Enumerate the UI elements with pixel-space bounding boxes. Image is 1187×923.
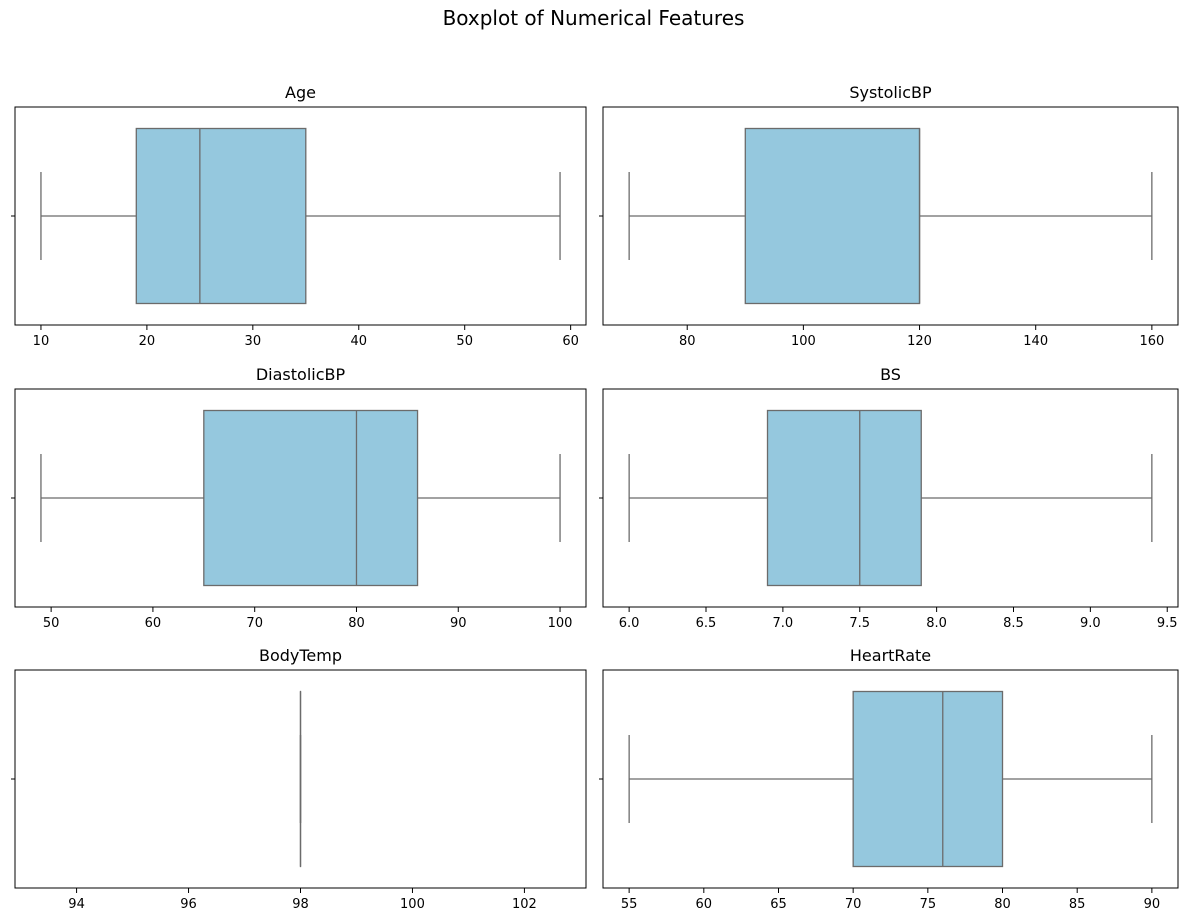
x-tick-label: 9.0 [1080, 616, 1101, 631]
subplot-heartrate: HeartRate 55 60 65 70 75 80 85 90 [599, 646, 1179, 912]
x-tick-label: 50 [43, 616, 60, 631]
x-tick-label: 60 [145, 616, 162, 631]
x-tick-label: 65 [770, 897, 787, 912]
x-tick-label: 40 [350, 334, 367, 349]
subplot-bs: BS 6.0 6.5 7.0 7.5 8.0 8.5 9.0 9.5 [599, 365, 1179, 631]
x-tick-label: 30 [245, 334, 262, 349]
x-tick-label: 60 [696, 897, 713, 912]
x-tick-label: 50 [456, 334, 473, 349]
iqr-box [203, 409, 419, 587]
subplot-bodytemp: BodyTemp 94 96 98 100 102 [11, 646, 587, 912]
x-tick-label: 90 [450, 616, 467, 631]
subplot-title: SystolicBP [849, 83, 932, 102]
x-tick-label: 90 [1144, 897, 1161, 912]
x-tick-label: 9.5 [1157, 616, 1178, 631]
subplot-title: HeartRate [850, 646, 931, 665]
x-tick-label: 100 [400, 897, 425, 912]
subplot-title: Age [285, 83, 316, 102]
x-tick-label: 100 [791, 334, 816, 349]
x-tick-label: 80 [348, 616, 365, 631]
x-tick-label: 70 [845, 897, 862, 912]
subplot-systolicbp: SystolicBP 80 100 120 140 160 [599, 83, 1179, 349]
x-tick-label: 100 [548, 616, 573, 631]
subplot-age: Age 10 20 30 40 50 60 [11, 83, 587, 349]
x-tick-label: 80 [679, 334, 696, 349]
x-tick-label: 7.5 [849, 616, 870, 631]
x-tick-label: 10 [33, 334, 50, 349]
x-tick-label: 120 [907, 334, 932, 349]
x-tick-label: 6.0 [619, 616, 640, 631]
subplot-title: BodyTemp [259, 646, 342, 665]
subplot-title: BS [880, 365, 901, 384]
iqr-box [766, 409, 922, 587]
x-tick-label: 160 [1139, 334, 1164, 349]
iqr-box [135, 127, 307, 305]
figure-title: Boxplot of Numerical Features [442, 6, 745, 30]
x-tick-label: 20 [139, 334, 156, 349]
x-tick-label: 7.0 [773, 616, 794, 631]
x-tick-label: 75 [920, 897, 937, 912]
x-tick-label: 85 [1069, 897, 1086, 912]
x-tick-label: 8.0 [926, 616, 947, 631]
x-tick-label: 70 [246, 616, 263, 631]
x-tick-label: 98 [292, 897, 309, 912]
x-tick-label: 6.5 [696, 616, 717, 631]
x-tick-label: 60 [562, 334, 579, 349]
x-tick-label: 96 [180, 897, 197, 912]
x-tick-label: 8.5 [1003, 616, 1024, 631]
subplot-diastolicbp: DiastolicBP 50 60 70 80 90 100 [11, 365, 587, 631]
x-tick-label: 140 [1023, 334, 1048, 349]
x-tick-label: 102 [512, 897, 537, 912]
iqr-box [852, 690, 1004, 868]
subplot-title: DiastolicBP [256, 365, 346, 384]
x-tick-label: 94 [68, 897, 85, 912]
x-tick-label: 80 [994, 897, 1011, 912]
x-tick-label: 55 [621, 897, 638, 912]
iqr-box [744, 127, 921, 305]
